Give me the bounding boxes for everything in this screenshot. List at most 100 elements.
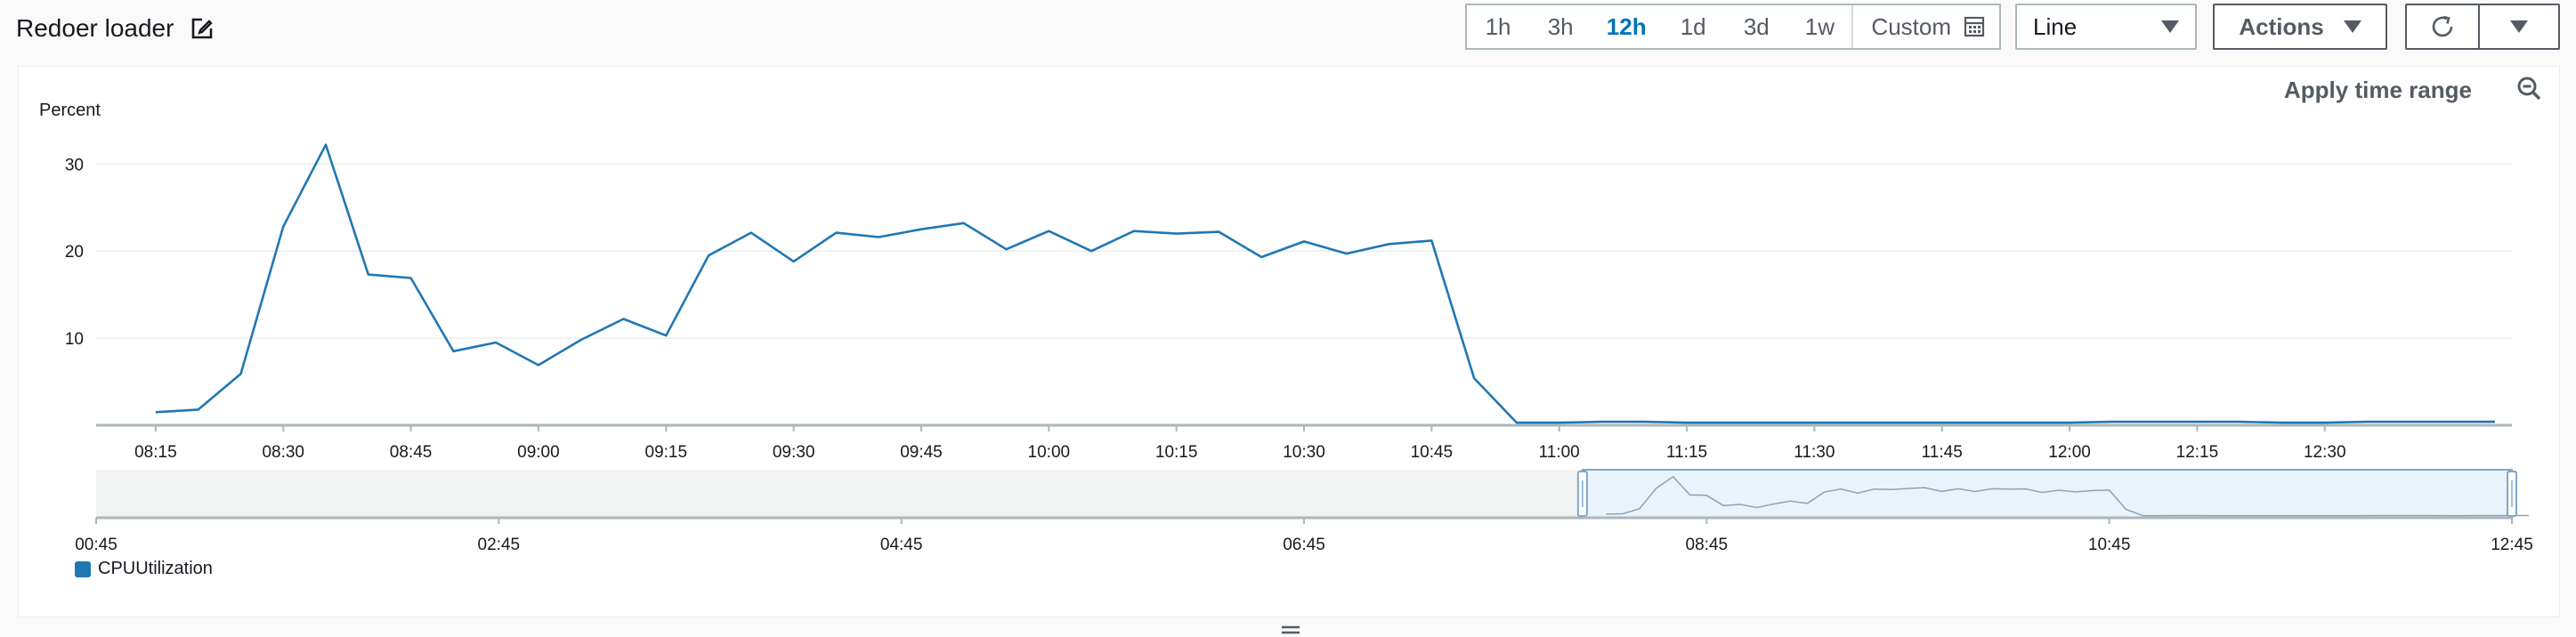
actions-label: Actions: [2239, 12, 2324, 40]
data-point[interactable]: [1940, 420, 1945, 425]
calendar-icon: [1964, 16, 1985, 37]
data-point[interactable]: [1131, 229, 1137, 234]
data-point[interactable]: [1684, 420, 1689, 425]
data-point[interactable]: [2067, 420, 2072, 425]
data-point[interactable]: [1854, 420, 1859, 425]
time-range-selector: 1h 3h 12h 1d 3d 1w Custom: [1465, 4, 2001, 50]
data-point[interactable]: [1301, 238, 1307, 244]
data-point[interactable]: [1770, 420, 1775, 425]
edit-icon[interactable]: [190, 16, 215, 41]
data-point[interactable]: [833, 230, 838, 236]
data-point[interactable]: [1387, 241, 1392, 246]
data-point[interactable]: [1599, 419, 1604, 424]
data-point[interactable]: [706, 253, 711, 258]
data-point[interactable]: [2237, 419, 2242, 424]
data-point[interactable]: [238, 371, 243, 376]
zoom-out-icon[interactable]: [2515, 75, 2542, 101]
data-point[interactable]: [280, 224, 286, 230]
range-1h[interactable]: 1h: [1485, 12, 1511, 40]
range-3d[interactable]: 3d: [1743, 12, 1770, 40]
x-tick-label: 12:15: [2176, 443, 2219, 462]
data-point[interactable]: [2280, 420, 2285, 425]
series-line-cpuutilization[interactable]: [155, 143, 2495, 424]
data-point[interactable]: [196, 407, 201, 412]
range-custom[interactable]: Custom: [1851, 5, 1999, 48]
data-point[interactable]: [493, 340, 498, 345]
x-tick-label: 08:45: [390, 443, 433, 462]
data-point[interactable]: [1344, 251, 1349, 256]
data-point[interactable]: [1429, 238, 1434, 243]
data-point[interactable]: [620, 317, 626, 322]
overview-x-tick-label: 02:45: [478, 536, 521, 554]
data-point[interactable]: [2492, 419, 2498, 424]
data-point[interactable]: [1897, 420, 1902, 425]
data-point[interactable]: [663, 333, 668, 338]
overview-selection[interactable]: [1581, 469, 2513, 519]
x-tick-label: 09:15: [645, 443, 688, 462]
data-point[interactable]: [2450, 419, 2455, 424]
data-point[interactable]: [2152, 419, 2158, 424]
x-tick-label: 11:00: [1539, 443, 1580, 462]
actions-button[interactable]: Actions: [2213, 4, 2387, 50]
x-tick-label: 11:15: [1666, 443, 1707, 462]
data-point[interactable]: [1216, 230, 1221, 235]
chart-panel: [18, 66, 2560, 617]
data-point[interactable]: [1557, 420, 1562, 425]
data-point[interactable]: [153, 409, 158, 415]
data-point[interactable]: [1811, 420, 1817, 425]
data-point[interactable]: [749, 230, 754, 236]
data-point[interactable]: [1259, 254, 1264, 260]
data-point[interactable]: [1471, 375, 1477, 381]
data-point[interactable]: [919, 227, 924, 232]
data-point[interactable]: [1982, 420, 1988, 425]
refresh-icon: [2432, 15, 2453, 37]
caret-down-icon: [2510, 20, 2528, 33]
x-tick-label: 09:30: [773, 443, 815, 462]
data-point[interactable]: [323, 142, 328, 148]
apply-time-range-button[interactable]: Apply time range: [2284, 77, 2472, 103]
data-point[interactable]: [1046, 229, 1051, 234]
range-1w[interactable]: 1w: [1804, 12, 1835, 40]
x-tick-label: 10:15: [1155, 443, 1198, 462]
x-tick-label: 10:00: [1028, 443, 1071, 462]
data-point[interactable]: [2024, 420, 2029, 425]
overview-x-tick-label: 04:45: [880, 536, 923, 554]
widget-header: Redoer loader: [16, 9, 215, 48]
range-3h[interactable]: 3h: [1547, 12, 1574, 40]
data-point[interactable]: [536, 362, 541, 367]
data-point[interactable]: [1641, 419, 1647, 424]
x-tick-label: 12:30: [2304, 443, 2346, 462]
data-point[interactable]: [2322, 420, 2328, 425]
legend-label: CPUUtilization: [98, 559, 213, 578]
data-point[interactable]: [1174, 231, 1179, 237]
data-point[interactable]: [1004, 246, 1009, 252]
chart-legend: CPUUtilization: [75, 559, 213, 579]
resize-handle-icon[interactable]: [1280, 623, 1301, 637]
range-12h[interactable]: 12h: [1606, 12, 1647, 40]
data-point[interactable]: [409, 276, 414, 281]
legend-swatch: [75, 560, 91, 577]
data-point[interactable]: [1514, 420, 1519, 425]
data-point[interactable]: [366, 272, 371, 278]
data-point[interactable]: [2194, 419, 2199, 424]
data-point[interactable]: [961, 221, 967, 226]
data-point[interactable]: [579, 337, 584, 343]
data-point[interactable]: [2365, 419, 2370, 424]
data-point[interactable]: [791, 259, 797, 264]
data-point[interactable]: [1727, 420, 1732, 425]
refresh-options-button[interactable]: [2478, 4, 2560, 50]
range-custom-label: Custom: [1871, 12, 1951, 40]
x-tick-label: 10:45: [1411, 443, 1454, 462]
caret-down-icon: [2343, 20, 2361, 33]
data-point[interactable]: [450, 349, 456, 354]
x-tick-label: 08:30: [262, 443, 304, 462]
overview-x-tick-label: 12:45: [2491, 536, 2533, 554]
chart-type-select[interactable]: Line: [2015, 4, 2197, 50]
data-point[interactable]: [2110, 419, 2115, 424]
y-tick-label: 10: [65, 330, 84, 349]
data-point[interactable]: [2407, 419, 2412, 424]
data-point[interactable]: [876, 235, 881, 240]
data-point[interactable]: [1089, 248, 1094, 254]
range-1d[interactable]: 1d: [1680, 12, 1706, 40]
